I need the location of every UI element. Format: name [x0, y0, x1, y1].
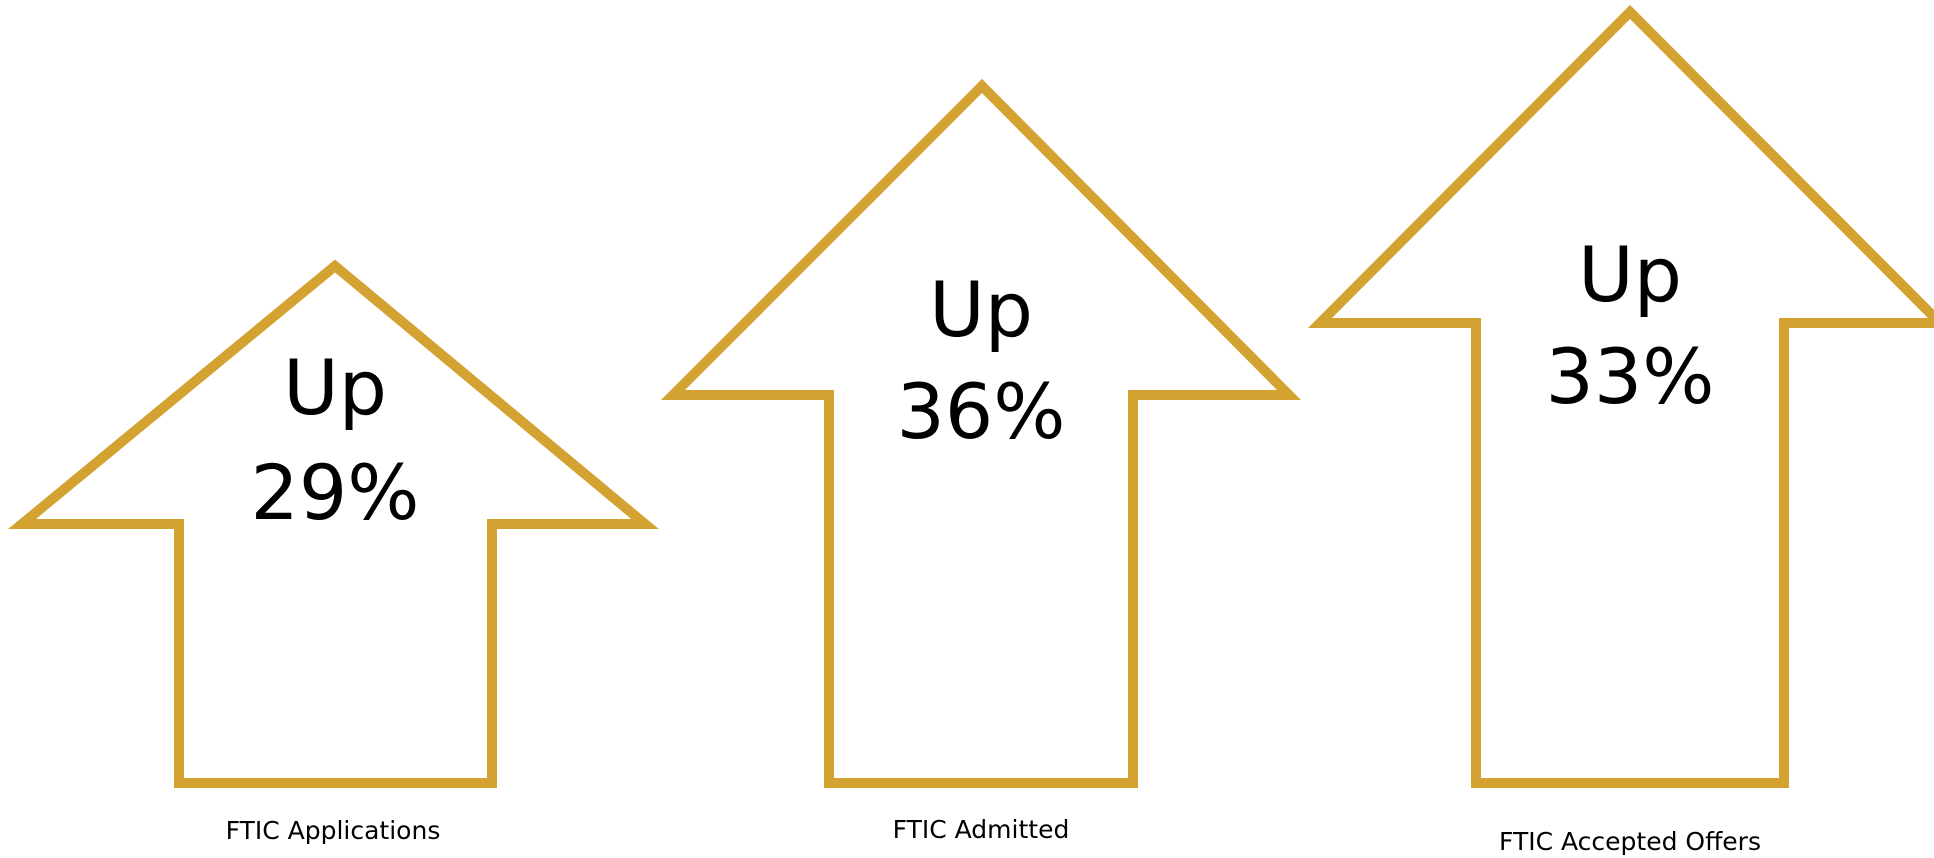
arrow-applications-direction: Up [283, 343, 387, 432]
up-arrow-icon [8, 259, 659, 788]
arrow-accepted-offers: Up 33% FTIC Accepted Offers [1307, 4, 1934, 856]
up-arrow-icon [660, 78, 1302, 788]
arrow-applications-value: 29% [251, 448, 420, 537]
arrow-admitted-direction: Up [929, 265, 1033, 354]
arrow-accepted-offers-value: 33% [1546, 332, 1715, 421]
up-arrow-icon [1307, 4, 1934, 788]
arrow-accepted-offers-direction: Up [1578, 230, 1682, 319]
arrow-applications: Up 29% FTIC Applications [8, 259, 659, 845]
arrow-applications-label: FTIC Applications [226, 816, 441, 845]
arrow-admitted: Up 36% FTIC Admitted [660, 78, 1302, 844]
arrow-admitted-value: 36% [897, 367, 1066, 456]
arrow-accepted-offers-label: FTIC Accepted Offers [1499, 827, 1761, 856]
arrow-admitted-label: FTIC Admitted [893, 815, 1070, 844]
